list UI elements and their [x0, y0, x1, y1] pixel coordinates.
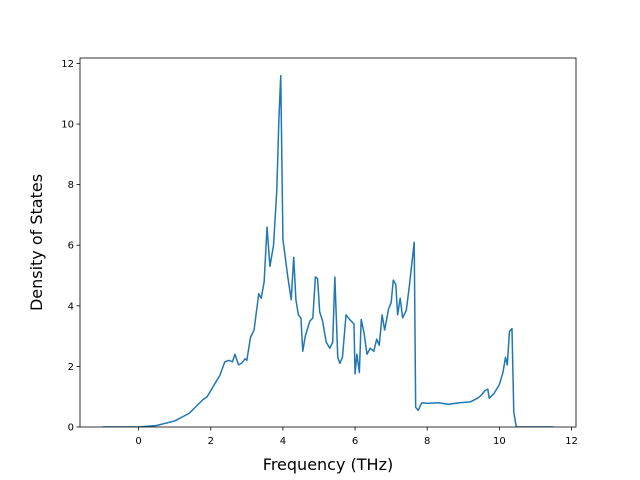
y-tick-label: 0	[68, 423, 74, 434]
x-tick-label: 2	[208, 436, 214, 447]
x-tick-label: 4	[280, 436, 286, 447]
y-tick-label: 8	[68, 180, 74, 191]
y-axis-label: Density of States	[27, 174, 46, 311]
x-tick-label: 0	[135, 436, 141, 447]
y-tick-label: 10	[61, 120, 74, 131]
x-tick-label: 10	[493, 436, 506, 447]
x-tick-label: 6	[352, 436, 358, 447]
data-line	[102, 74, 554, 427]
y-tick-label: 6	[68, 241, 74, 252]
y-tick-label: 4	[68, 301, 74, 312]
x-tick-label: 12	[565, 436, 578, 447]
y-tick-label: 12	[61, 59, 74, 70]
x-tick-label: 8	[424, 436, 430, 447]
plot-frame	[79, 57, 577, 428]
x-axis-label: Frequency (THz)	[263, 455, 393, 474]
y-tick-label: 2	[68, 362, 74, 373]
